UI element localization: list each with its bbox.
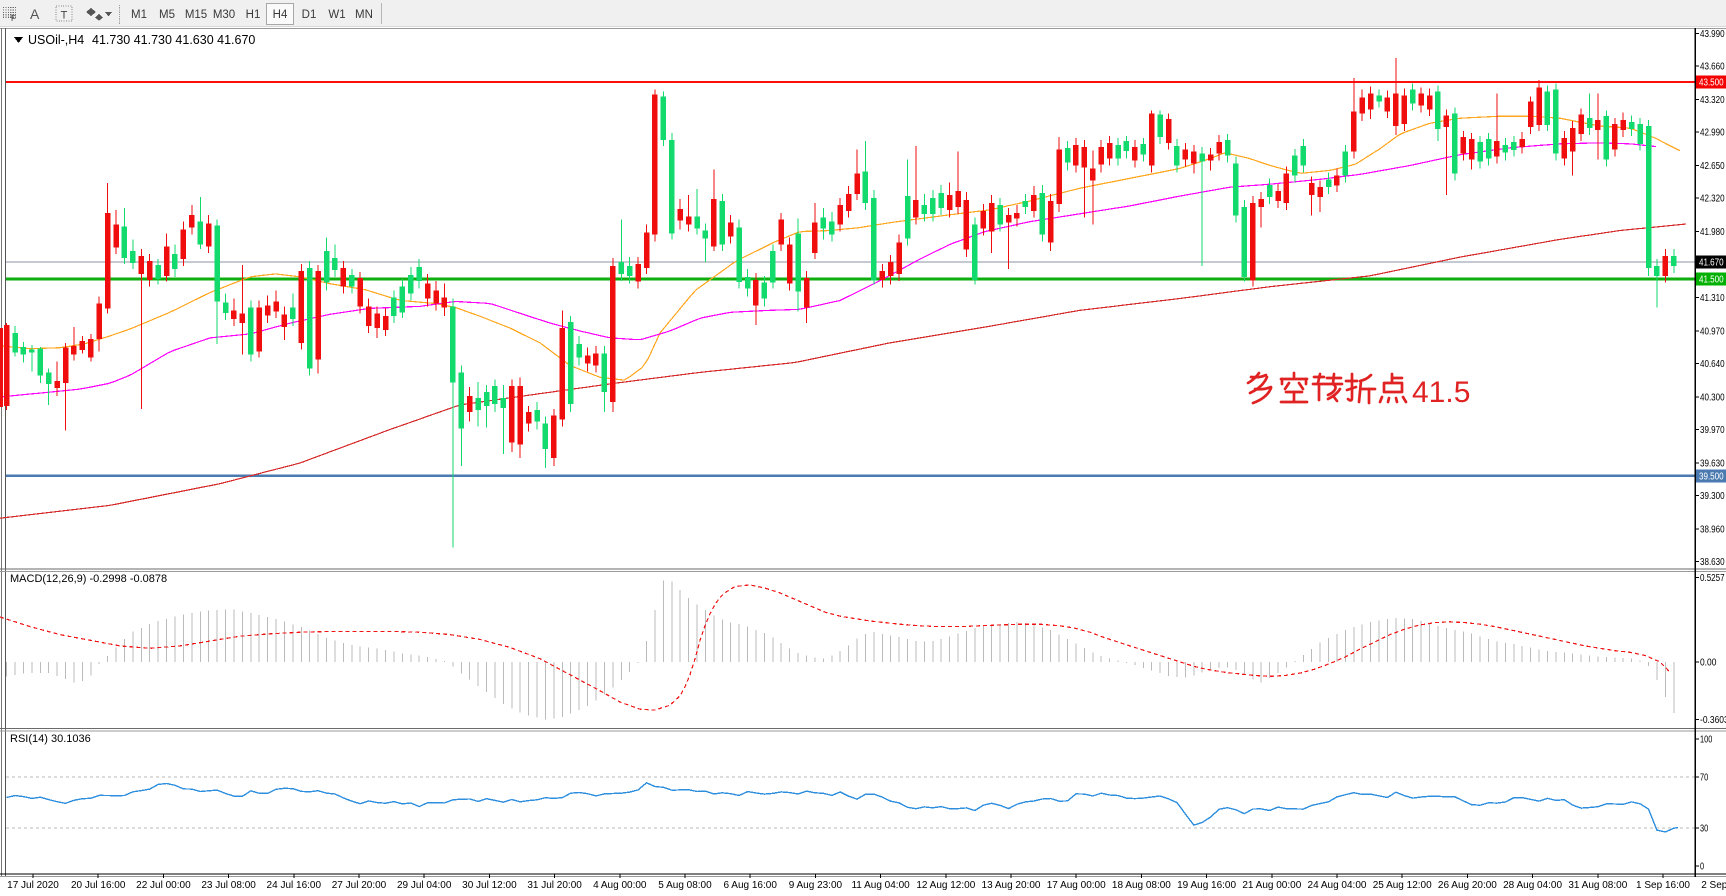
svg-text:F: F (11, 14, 16, 23)
svg-text:17 Jul 2020: 17 Jul 2020 (7, 880, 59, 891)
svg-text:28 Aug 04:00: 28 Aug 04:00 (1503, 880, 1562, 891)
svg-text:4 Aug 00:00: 4 Aug 00:00 (593, 880, 647, 891)
svg-text:39.500: 39.500 (1699, 471, 1724, 482)
svg-text:6 Aug 16:00: 6 Aug 16:00 (724, 880, 778, 891)
svg-text:W1: W1 (328, 9, 345, 21)
svg-text:70: 70 (1700, 772, 1709, 783)
svg-text:5 Aug 08:00: 5 Aug 08:00 (658, 880, 712, 891)
svg-text:30 Jul 12:00: 30 Jul 12:00 (462, 880, 517, 891)
svg-text:26 Aug 20:00: 26 Aug 20:00 (1438, 880, 1497, 891)
svg-text:M5: M5 (159, 9, 175, 21)
svg-text:27 Jul 20:00: 27 Jul 20:00 (332, 880, 387, 891)
svg-text:43.990: 43.990 (1700, 29, 1725, 40)
svg-text:2 Sep 22:00: 2 Sep 22:00 (1701, 880, 1726, 891)
svg-text:40.970: 40.970 (1700, 327, 1725, 338)
svg-text:A: A (30, 6, 40, 22)
svg-text:18 Aug 08:00: 18 Aug 08:00 (1112, 880, 1171, 891)
svg-text:41.980: 41.980 (1700, 227, 1725, 238)
svg-text:43.500: 43.500 (1699, 77, 1724, 88)
svg-text:12 Aug 12:00: 12 Aug 12:00 (916, 880, 975, 891)
svg-text:0.00: 0.00 (1700, 657, 1717, 668)
svg-text:M30: M30 (213, 9, 235, 21)
svg-text:MACD(12,26,9) -0.2998 -0.0878: MACD(12,26,9) -0.2998 -0.0878 (10, 573, 167, 585)
svg-text:38.960: 38.960 (1700, 525, 1725, 536)
svg-text:RSI(14) 30.1036: RSI(14) 30.1036 (10, 733, 91, 745)
svg-text:39.630: 39.630 (1700, 459, 1725, 470)
svg-text:M1: M1 (131, 9, 147, 21)
svg-text:-0.3603: -0.3603 (1700, 715, 1726, 726)
svg-text:42.990: 42.990 (1700, 128, 1725, 139)
svg-text:M15: M15 (185, 9, 207, 21)
svg-text:31 Jul 20:00: 31 Jul 20:00 (527, 880, 582, 891)
svg-text:24 Jul 16:00: 24 Jul 16:00 (267, 880, 322, 891)
svg-text:H1: H1 (246, 9, 261, 21)
svg-text:9 Aug 23:00: 9 Aug 23:00 (789, 880, 843, 891)
svg-text:41.670: 41.670 (1699, 258, 1724, 269)
svg-text:USOil-,H4: USOil-,H4 (28, 33, 84, 47)
svg-text:29 Jul 04:00: 29 Jul 04:00 (397, 880, 452, 891)
svg-text:41.5: 41.5 (1412, 376, 1470, 409)
svg-text:0.5257: 0.5257 (1700, 573, 1725, 584)
svg-text:40.300: 40.300 (1700, 393, 1725, 404)
svg-text:30: 30 (1700, 823, 1709, 834)
svg-text:31 Aug 08:00: 31 Aug 08:00 (1568, 880, 1627, 891)
svg-text:42.650: 42.650 (1700, 161, 1725, 172)
svg-text:23 Jul 08:00: 23 Jul 08:00 (201, 880, 256, 891)
svg-text:0: 0 (1700, 861, 1704, 872)
svg-text:24 Aug 04:00: 24 Aug 04:00 (1308, 880, 1367, 891)
svg-text:38.630: 38.630 (1700, 557, 1725, 568)
svg-text:42.320: 42.320 (1700, 194, 1725, 205)
svg-text:41.310: 41.310 (1700, 293, 1725, 304)
svg-text:43.660: 43.660 (1700, 62, 1725, 73)
svg-text:100: 100 (1700, 734, 1713, 745)
svg-text:T: T (61, 10, 68, 22)
svg-text:17 Aug 00:00: 17 Aug 00:00 (1047, 880, 1106, 891)
svg-text:MN: MN (355, 9, 373, 21)
svg-text:22 Jul 00:00: 22 Jul 00:00 (136, 880, 191, 891)
svg-text:13 Aug 20:00: 13 Aug 20:00 (982, 880, 1041, 891)
svg-text:19 Aug 16:00: 19 Aug 16:00 (1177, 880, 1236, 891)
svg-text:D1: D1 (302, 9, 317, 21)
svg-text:40.640: 40.640 (1700, 359, 1725, 370)
svg-text:43.320: 43.320 (1700, 95, 1725, 106)
svg-text:41.730 41.730 41.630 41.670: 41.730 41.730 41.630 41.670 (92, 33, 255, 47)
svg-text:21 Aug 00:00: 21 Aug 00:00 (1242, 880, 1301, 891)
svg-text:1 Sep 16:00: 1 Sep 16:00 (1636, 880, 1690, 891)
svg-text:41.500: 41.500 (1699, 274, 1724, 285)
svg-text:25 Aug 12:00: 25 Aug 12:00 (1373, 880, 1432, 891)
svg-text:20 Jul 16:00: 20 Jul 16:00 (71, 880, 126, 891)
svg-text:H4: H4 (273, 9, 288, 21)
svg-text:11 Aug 04:00: 11 Aug 04:00 (851, 880, 910, 891)
svg-text:39.300: 39.300 (1700, 491, 1725, 502)
svg-text:39.970: 39.970 (1700, 425, 1725, 436)
